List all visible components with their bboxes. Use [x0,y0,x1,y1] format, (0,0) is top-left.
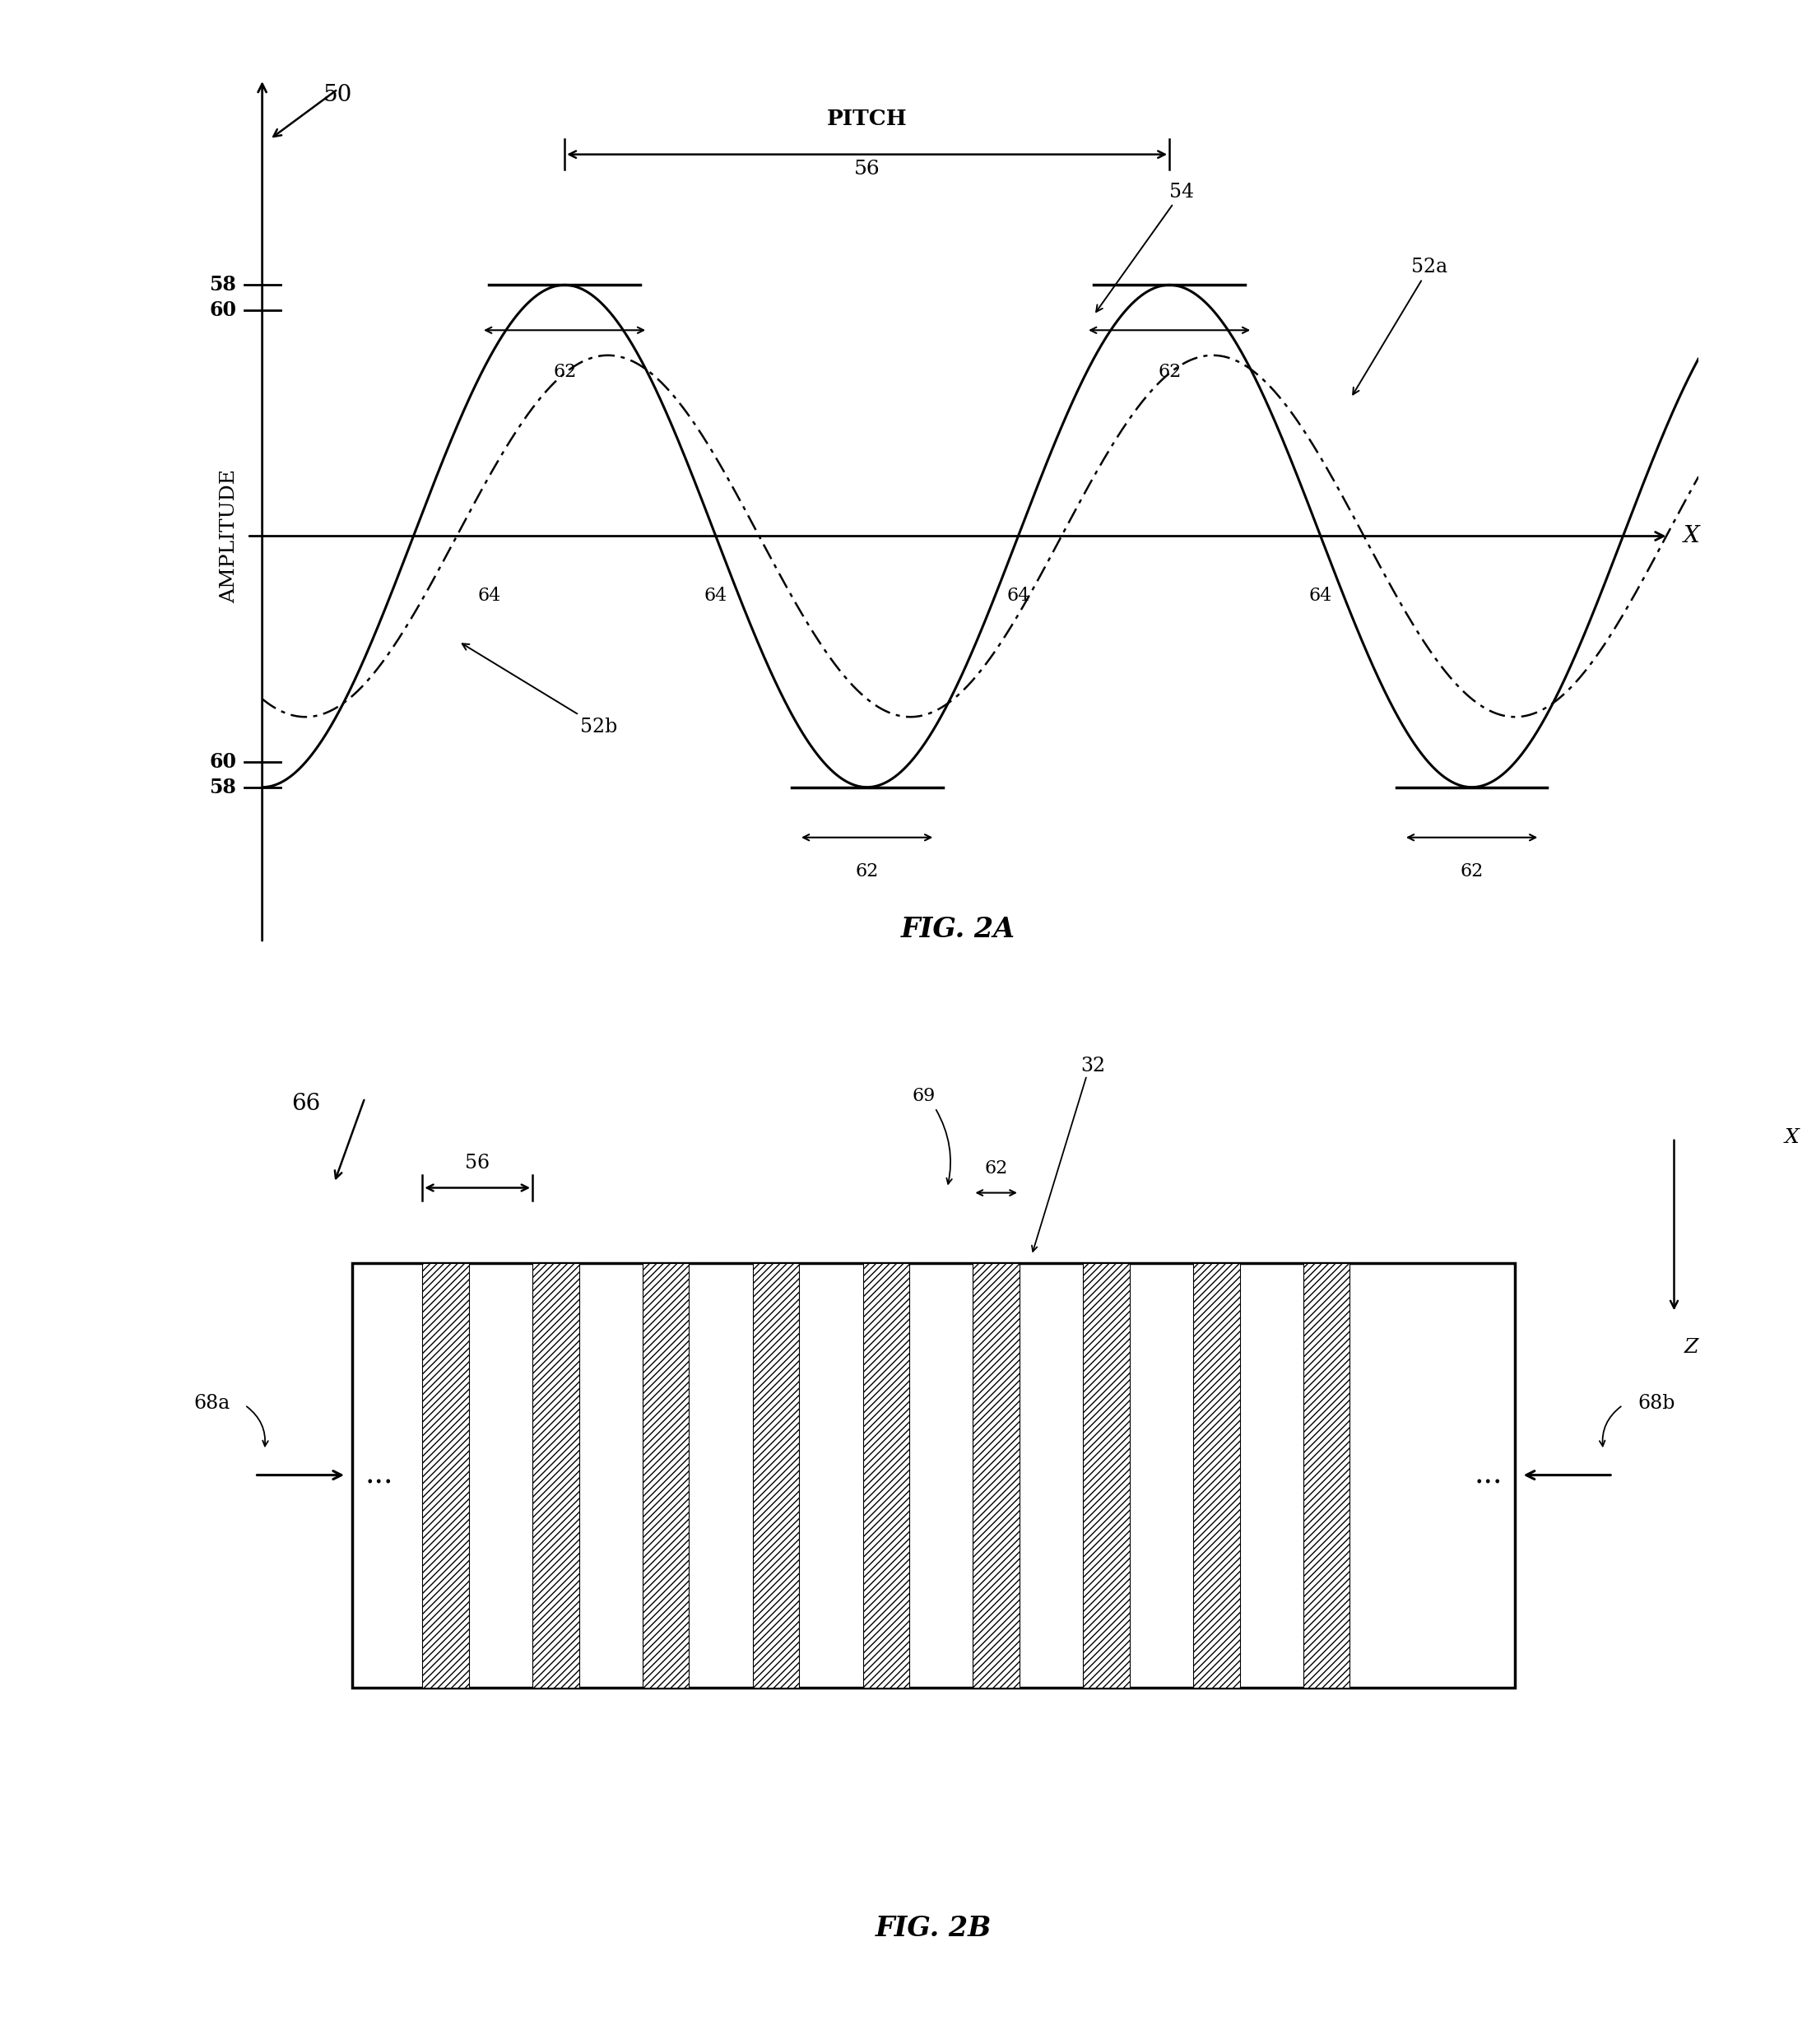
Text: PITCH: PITCH [828,108,907,129]
Text: 60: 60 [210,300,237,321]
Text: ...: ... [365,1461,394,1490]
Text: ...: ... [1475,1461,1502,1490]
Bar [423,1263,468,1688]
Text: X: X [1684,525,1700,548]
Text: 52b: 52b [463,644,616,736]
Text: 66: 66 [291,1094,320,1116]
Text: 62: 62 [1460,863,1484,881]
Text: 58: 58 [210,276,237,294]
Text: 58: 58 [210,777,237,797]
Bar [1303,1263,1350,1688]
Text: X: X [1784,1128,1798,1147]
Text: 52a: 52a [1353,258,1447,394]
Bar [1193,1263,1240,1688]
Text: 50: 50 [323,84,352,106]
Text: 56: 56 [464,1155,490,1173]
Text: 69: 69 [913,1087,934,1106]
Text: 62: 62 [1158,364,1182,380]
Text: 60: 60 [210,752,237,773]
Bar [1082,1263,1129,1688]
Text: 32: 32 [1081,1057,1106,1075]
Text: Z: Z [1684,1337,1699,1357]
Text: 62: 62 [855,863,878,881]
Text: 68b: 68b [1637,1394,1675,1412]
Bar [533,1263,578,1688]
Text: FIG. 2A: FIG. 2A [900,916,1016,942]
Text: 62: 62 [553,364,576,380]
Text: 68a: 68a [193,1394,229,1412]
Text: 64: 64 [477,587,501,605]
Bar [352,1263,1514,1688]
Text: 62: 62 [985,1159,1008,1177]
Bar [862,1263,909,1688]
Bar [643,1263,688,1688]
Text: AMPLITUDE: AMPLITUDE [219,468,239,603]
Text: FIG. 2B: FIG. 2B [876,1915,992,1942]
Text: 64: 64 [1006,587,1030,605]
Text: 64: 64 [1308,587,1332,605]
Bar [754,1263,799,1688]
Text: 56: 56 [855,159,880,178]
Bar [972,1263,1019,1688]
Text: 64: 64 [705,587,728,605]
Text: 54: 54 [1097,182,1194,313]
